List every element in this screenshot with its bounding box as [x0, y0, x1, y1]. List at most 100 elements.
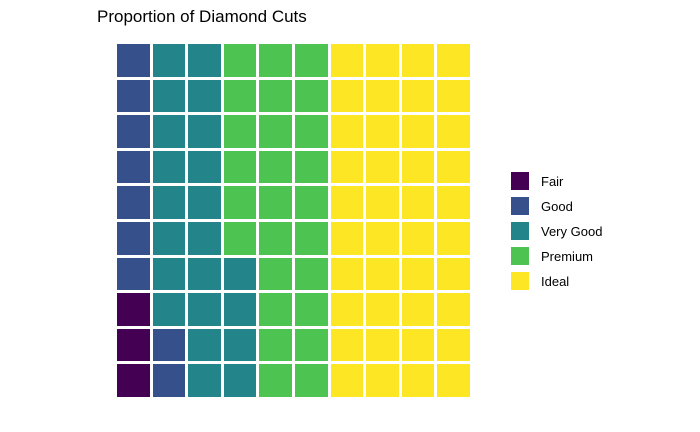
- waffle-cell-premium: [294, 293, 328, 326]
- waffle-cell-ideal: [437, 328, 470, 362]
- waffle-cell-ideal: [330, 150, 364, 184]
- waffle-cell-ideal: [401, 364, 435, 397]
- waffle-cell-ideal: [366, 115, 399, 148]
- waffle-cell-good: [117, 44, 150, 77]
- waffle-cell-very_good: [188, 115, 221, 148]
- waffle-cell-very_good: [152, 115, 186, 148]
- legend-swatch-good: [511, 197, 529, 215]
- waffle-cell-premium: [294, 150, 328, 184]
- waffle-cell-premium: [294, 79, 328, 113]
- waffle-cell-very_good: [152, 293, 186, 326]
- waffle-cell-good: [117, 186, 150, 219]
- waffle-cell-ideal: [401, 44, 435, 77]
- legend-label-premium: Premium: [541, 248, 594, 264]
- legend-label-very_good: Very Good: [541, 223, 603, 239]
- waffle-cell-very_good: [188, 328, 221, 362]
- waffle-cell-ideal: [366, 293, 399, 326]
- waffle-cell-ideal: [366, 328, 399, 362]
- waffle-cell-good: [117, 115, 150, 148]
- legend-item-good: Good: [511, 197, 602, 215]
- waffle-cell-fair: [117, 328, 150, 362]
- waffle-cell-premium: [294, 186, 328, 219]
- waffle-cell-very_good: [223, 328, 257, 362]
- waffle-cell-ideal: [401, 115, 435, 148]
- waffle-cell-premium: [259, 115, 292, 148]
- waffle-cell-ideal: [437, 221, 470, 255]
- waffle-cell-ideal: [366, 364, 399, 397]
- waffle-cell-premium: [259, 293, 292, 326]
- waffle-cell-very_good: [223, 257, 257, 291]
- waffle-cell-very_good: [152, 257, 186, 291]
- waffle-cell-very_good: [188, 186, 221, 219]
- waffle-cell-very_good: [152, 44, 186, 77]
- waffle-cell-ideal: [437, 79, 470, 113]
- waffle-cell-ideal: [437, 44, 470, 77]
- legend-label-fair: Fair: [541, 173, 564, 189]
- waffle-cell-good: [117, 150, 150, 184]
- waffle-cell-ideal: [366, 186, 399, 219]
- waffle-cell-ideal: [330, 364, 364, 397]
- waffle-cell-ideal: [366, 257, 399, 291]
- waffle-cell-premium: [294, 221, 328, 255]
- waffle-cell-good: [117, 257, 150, 291]
- waffle-grid: [117, 44, 470, 397]
- waffle-cell-premium: [294, 44, 328, 77]
- waffle-cell-ideal: [330, 293, 364, 326]
- waffle-cell-premium: [223, 186, 257, 219]
- waffle-cell-ideal: [330, 257, 364, 291]
- waffle-cell-ideal: [437, 364, 470, 397]
- legend: Fair Good Very Good Premium Ideal: [511, 172, 602, 290]
- waffle-cell-ideal: [401, 79, 435, 113]
- waffle-cell-ideal: [330, 328, 364, 362]
- waffle-cell-very_good: [152, 221, 186, 255]
- waffle-cell-premium: [294, 257, 328, 291]
- waffle-cell-very_good: [223, 293, 257, 326]
- waffle-cell-good: [152, 364, 186, 397]
- waffle-cell-ideal: [437, 150, 470, 184]
- waffle-cell-premium: [259, 150, 292, 184]
- legend-swatch-ideal: [511, 272, 529, 290]
- waffle-cell-good: [152, 328, 186, 362]
- waffle-cell-premium: [223, 115, 257, 148]
- waffle-cell-ideal: [401, 328, 435, 362]
- waffle-cell-very_good: [188, 79, 221, 113]
- waffle-cell-ideal: [401, 293, 435, 326]
- waffle-cell-premium: [259, 186, 292, 219]
- waffle-cell-very_good: [188, 364, 221, 397]
- waffle-cell-premium: [259, 328, 292, 362]
- waffle-cell-good: [117, 221, 150, 255]
- waffle-cell-very_good: [152, 150, 186, 184]
- waffle-cell-very_good: [152, 79, 186, 113]
- waffle-cell-ideal: [401, 186, 435, 219]
- waffle-cell-ideal: [437, 186, 470, 219]
- waffle-cell-ideal: [366, 44, 399, 77]
- waffle-cell-very_good: [188, 293, 221, 326]
- legend-item-fair: Fair: [511, 172, 602, 190]
- waffle-cell-ideal: [330, 79, 364, 113]
- waffle-cell-very_good: [188, 150, 221, 184]
- legend-swatch-premium: [511, 247, 529, 265]
- waffle-cell-ideal: [330, 186, 364, 219]
- waffle-cell-ideal: [437, 293, 470, 326]
- waffle-cell-ideal: [330, 115, 364, 148]
- legend-item-premium: Premium: [511, 247, 602, 265]
- waffle-cell-ideal: [330, 44, 364, 77]
- waffle-cell-ideal: [366, 221, 399, 255]
- waffle-cell-premium: [223, 221, 257, 255]
- waffle-cell-premium: [259, 364, 292, 397]
- waffle-cell-ideal: [437, 257, 470, 291]
- legend-item-ideal: Ideal: [511, 272, 602, 290]
- waffle-cell-premium: [223, 79, 257, 113]
- waffle-cell-very_good: [223, 364, 257, 397]
- waffle-cell-fair: [117, 364, 150, 397]
- waffle-cell-fair: [117, 293, 150, 326]
- waffle-cell-ideal: [366, 79, 399, 113]
- waffle-cell-premium: [294, 364, 328, 397]
- legend-label-ideal: Ideal: [541, 273, 570, 289]
- legend-item-very_good: Very Good: [511, 222, 602, 240]
- waffle-cell-premium: [259, 44, 292, 77]
- waffle-cell-ideal: [401, 150, 435, 184]
- waffle-cell-premium: [294, 328, 328, 362]
- chart-title: Proportion of Diamond Cuts: [97, 7, 307, 26]
- waffle-cell-very_good: [152, 186, 186, 219]
